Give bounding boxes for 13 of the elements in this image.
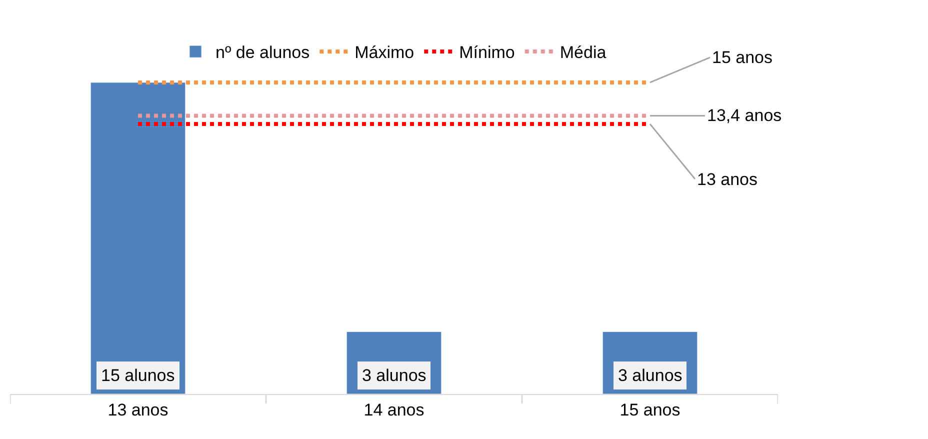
data-label: 15 alunos [101,366,175,385]
legend-label: Máximo [354,43,414,62]
x-tick-label: 14 anos [364,400,424,420]
legend-label: Média [560,43,607,62]
legend-label: Mínimo [459,43,515,62]
x-tick-label: 15 anos [620,400,680,420]
data-label: 15 anos [712,48,772,67]
data-label: 13,4 anos [707,106,782,125]
x-tick-label: 13 anos [108,400,168,420]
data-label: 3 alunos [618,366,682,385]
data-label: 3 alunos [362,366,426,385]
legend-label: nº de alunos [216,43,310,62]
data-label: 13 anos [697,170,758,189]
